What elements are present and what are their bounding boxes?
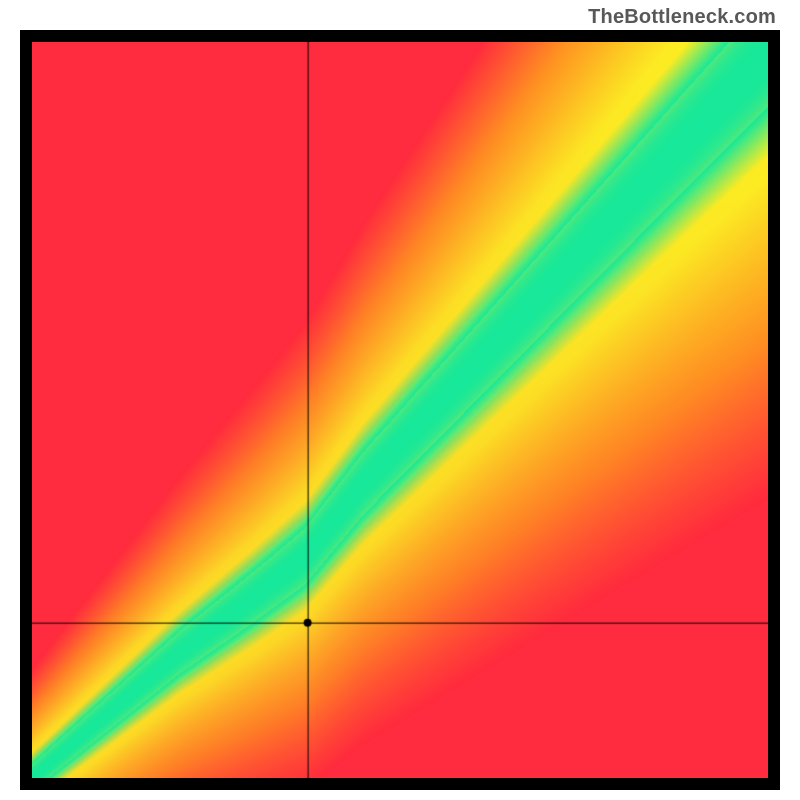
chart-frame	[20, 30, 780, 790]
crosshair-overlay	[32, 42, 768, 778]
attribution-text: TheBottleneck.com	[588, 6, 776, 29]
